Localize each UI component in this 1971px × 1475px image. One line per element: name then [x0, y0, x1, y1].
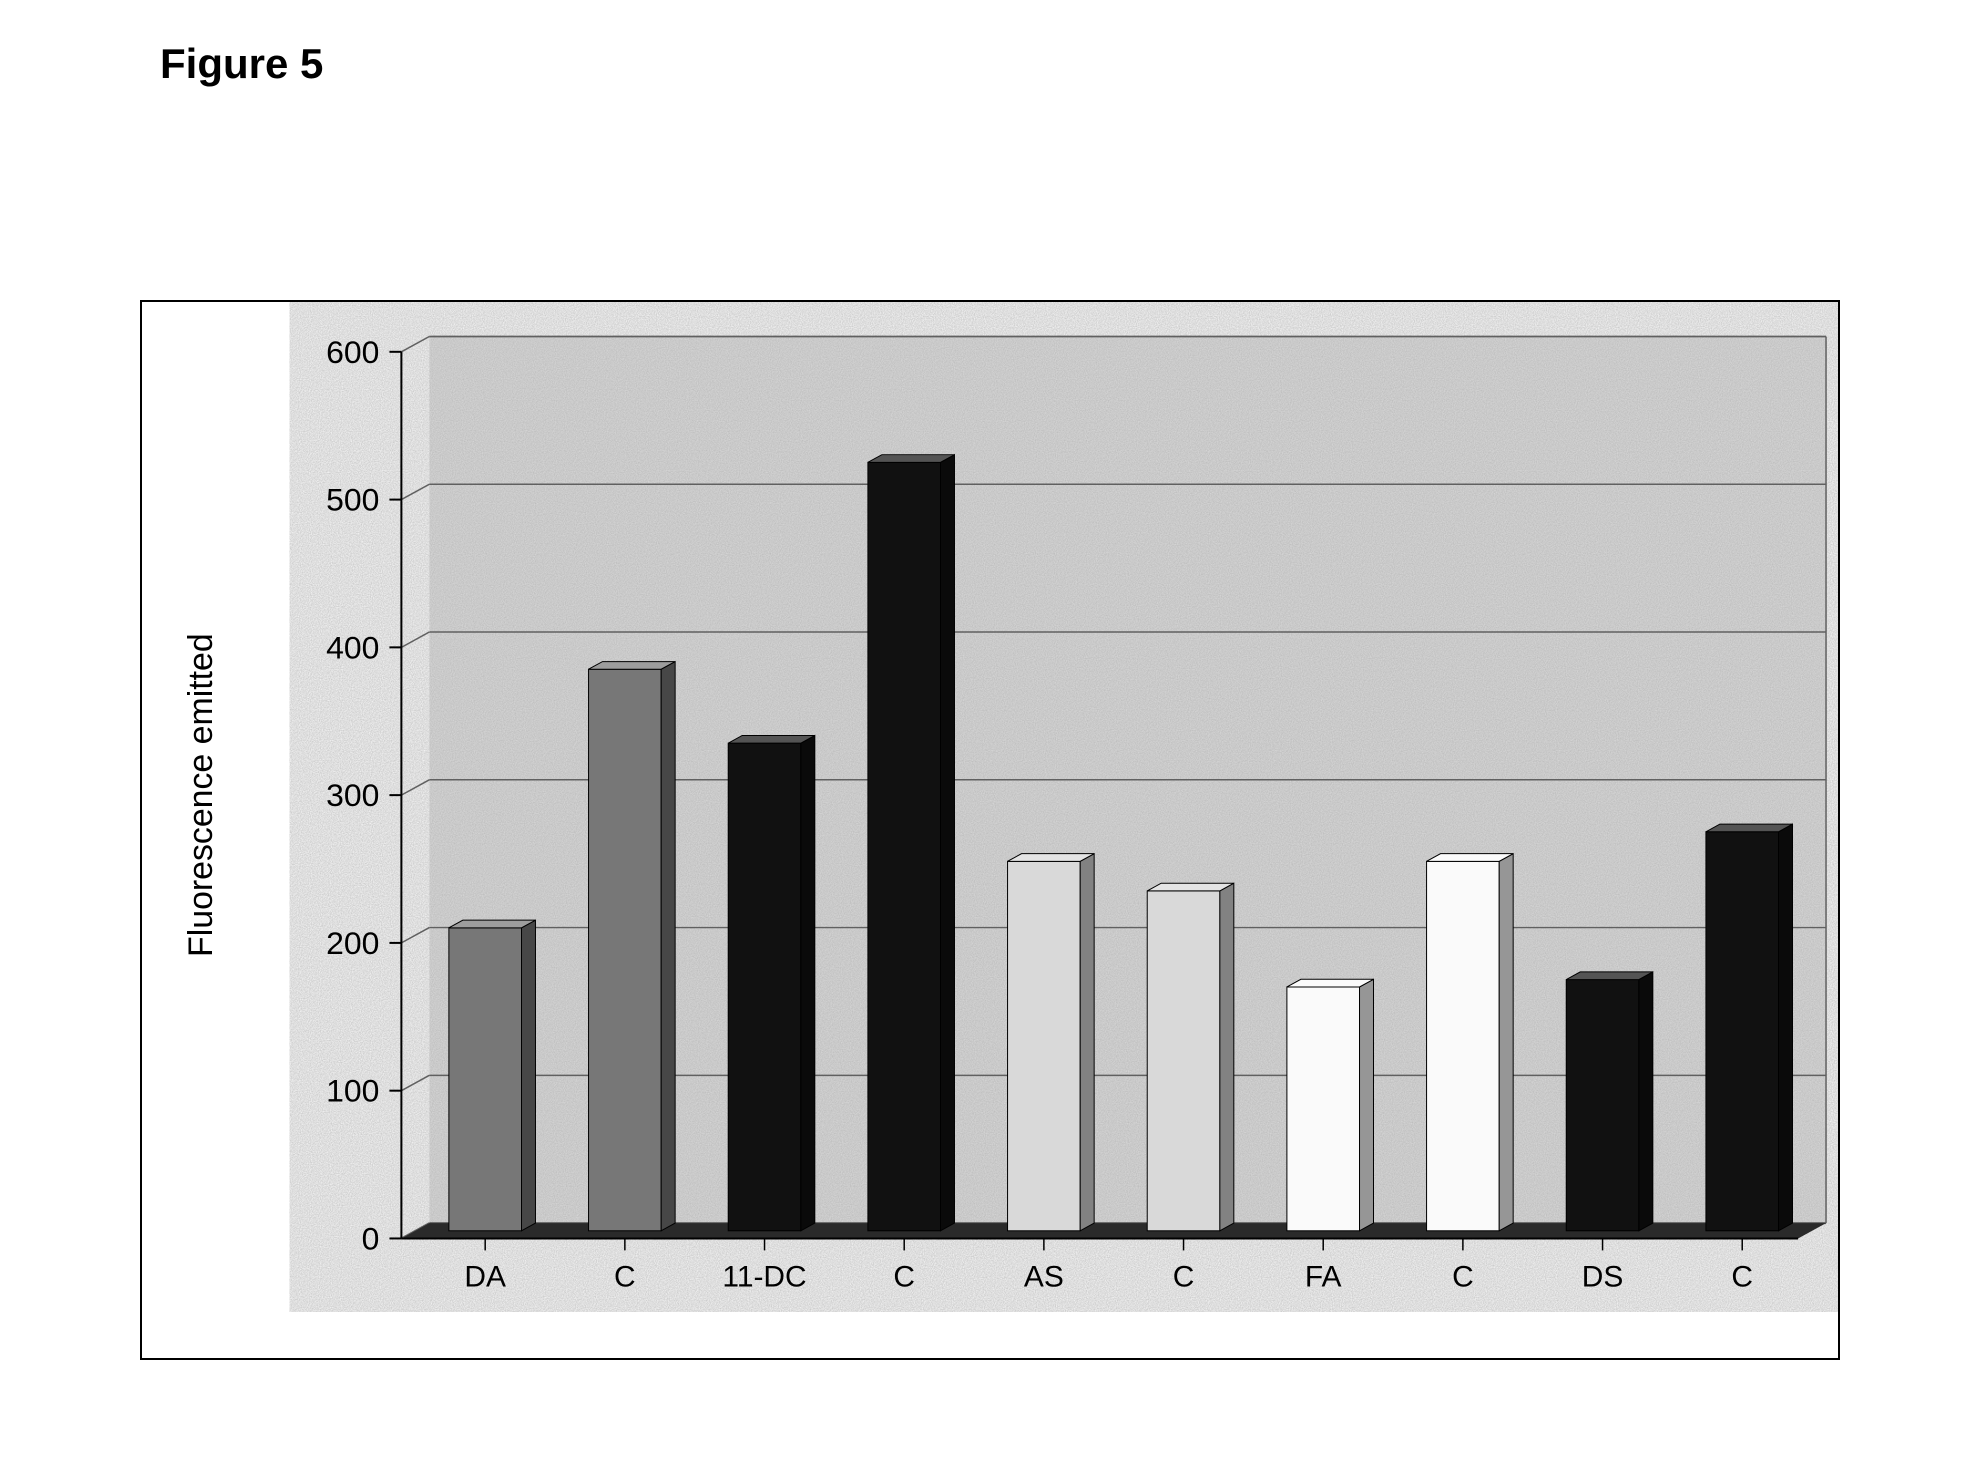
- x-tick-label: C: [1452, 1260, 1474, 1293]
- y-tick-label: 300: [326, 777, 379, 813]
- x-tick-label: C: [1173, 1260, 1195, 1293]
- bar: [1287, 987, 1360, 1231]
- y-axis-label: Fluorescence emitted: [182, 633, 220, 957]
- x-tick-label: 11-DC: [722, 1260, 806, 1293]
- y-tick-label: 0: [362, 1220, 380, 1256]
- bar: [589, 669, 662, 1231]
- bar: [1706, 832, 1779, 1231]
- x-tick-label: AS: [1024, 1260, 1064, 1293]
- bar: [728, 743, 801, 1231]
- bar: [1147, 891, 1220, 1231]
- bar-chart-3d: 0 100 200 300 400 500 600 DA C 11-DC C AS C FA C DS C Flu…: [142, 302, 1838, 1358]
- y-tick-label: 600: [326, 334, 379, 370]
- y-tick-label: 400: [326, 629, 379, 665]
- y-tick-label: 200: [326, 925, 379, 961]
- x-tick-label: C: [1731, 1260, 1753, 1293]
- bar: [1566, 980, 1639, 1231]
- x-tick-label: DA: [464, 1260, 506, 1293]
- figure-title: Figure 5: [160, 40, 323, 88]
- bar: [1008, 861, 1081, 1230]
- x-tick-label: C: [614, 1260, 636, 1293]
- bar: [449, 928, 522, 1231]
- x-tick-label: C: [893, 1260, 915, 1293]
- x-tick-label: DS: [1582, 1260, 1624, 1293]
- x-tick-label: FA: [1305, 1260, 1342, 1293]
- chart-container: 0 100 200 300 400 500 600 DA C 11-DC C AS C FA C DS C Flu…: [140, 300, 1840, 1360]
- bar: [868, 462, 941, 1230]
- page: Figure 5 0 100 200 300 400 500 600 DA C 11-DC C AS C…: [0, 0, 1971, 1475]
- bar: [1427, 861, 1500, 1230]
- y-tick-label: 100: [326, 1073, 379, 1109]
- y-tick-label: 500: [326, 482, 379, 518]
